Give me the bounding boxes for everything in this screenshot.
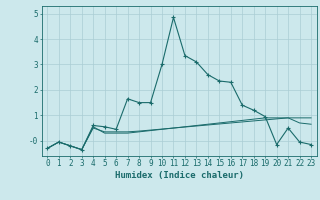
X-axis label: Humidex (Indice chaleur): Humidex (Indice chaleur) [115, 171, 244, 180]
